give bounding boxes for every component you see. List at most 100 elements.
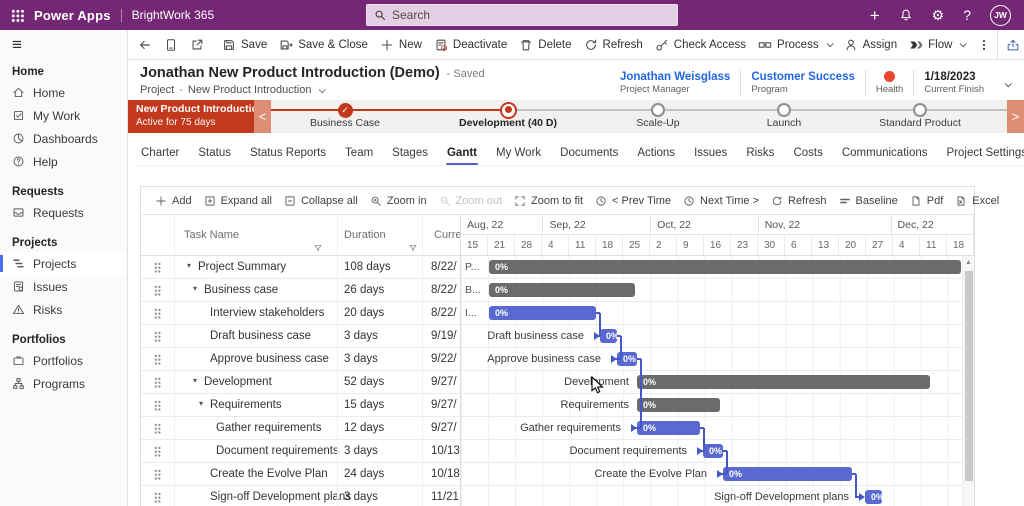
- active-stage-box[interactable]: New Product Introduction Active for 75 d…: [128, 100, 264, 133]
- cmd-check-access-button[interactable]: Check Access: [649, 30, 752, 59]
- cmd-process-button[interactable]: Process: [752, 30, 838, 59]
- task-row-gather-requirements[interactable]: Gather requirements 12 days 9/27/: [141, 417, 460, 440]
- drag-handle-icon[interactable]: [154, 446, 161, 457]
- cmd-assign-button[interactable]: Assign: [838, 30, 904, 59]
- tab-communications[interactable]: Communications: [841, 146, 928, 159]
- cmd-deactivate-button[interactable]: Deactivate: [428, 30, 513, 59]
- column-header-duration[interactable]: Duration: [344, 229, 386, 241]
- popout-icon[interactable]: [184, 30, 210, 59]
- stage-circle-development-40-d[interactable]: [499, 101, 517, 119]
- gantt-tool-collapse-all[interactable]: Collapse all: [278, 195, 364, 207]
- drag-handle-icon[interactable]: [154, 285, 161, 296]
- stage-circle-standard-product[interactable]: [913, 103, 927, 117]
- sidebar-item-dashboards[interactable]: Dashboards: [0, 127, 127, 150]
- tab-team[interactable]: Team: [345, 146, 374, 159]
- share-button[interactable]: Share: [997, 30, 1024, 59]
- hamburger-icon[interactable]: ≡: [12, 35, 22, 54]
- gantt-tool-expand-all[interactable]: Expand all: [198, 195, 278, 207]
- expander-icon[interactable]: ▾: [193, 376, 198, 385]
- task-row-create-the-evolve-plan[interactable]: Create the Evolve Plan 24 days 10/18: [141, 463, 460, 486]
- environment-name[interactable]: BrightWork 365: [131, 8, 215, 22]
- task-row-requirements[interactable]: ▾ Requirements 15 days 9/27/: [141, 394, 460, 417]
- waffle-icon[interactable]: [11, 8, 24, 22]
- sidebar-item-projects[interactable]: Projects: [0, 252, 127, 275]
- cmd-delete-button[interactable]: Delete: [513, 30, 577, 59]
- gantt-tool-prev-time[interactable]: < Prev Time: [589, 195, 677, 207]
- gantt-bar-gather-requirements[interactable]: 0%: [637, 421, 700, 435]
- new-record-icon[interactable]: +: [869, 5, 880, 25]
- gantt-bar-draft-business-case[interactable]: 0%: [600, 329, 617, 343]
- stage-label[interactable]: Scale-Up: [636, 117, 680, 129]
- record-type[interactable]: New Product Introduction: [187, 84, 312, 96]
- sidebar-item-risks[interactable]: Risks: [0, 298, 127, 321]
- search-box[interactable]: [366, 4, 678, 26]
- cmd-flow-button[interactable]: Flow: [903, 30, 971, 59]
- stage-circle-business-case[interactable]: ✓: [337, 102, 353, 118]
- program-link[interactable]: Customer Success: [751, 70, 855, 83]
- gantt-tool-refresh[interactable]: Refresh: [765, 195, 833, 207]
- drag-handle-icon[interactable]: [154, 331, 161, 342]
- task-row-document-requirements[interactable]: Document requirements 3 days 10/13: [141, 440, 460, 463]
- sidebar-item-help[interactable]: Help: [0, 150, 127, 173]
- stage-label[interactable]: Launch: [766, 117, 802, 129]
- task-row-interview-stakeholders[interactable]: Interview stakeholders 20 days 8/22/: [141, 302, 460, 325]
- stage-circle-launch[interactable]: [777, 103, 791, 117]
- task-row-sign-off-development-plans[interactable]: Sign-off Development plans 3 days 11/21: [141, 486, 460, 506]
- form-icon[interactable]: [158, 30, 184, 59]
- sidebar-item-home[interactable]: Home: [0, 81, 127, 104]
- scroll-up-arrow-icon[interactable]: ▲: [965, 259, 972, 266]
- sidebar-item-portfolios[interactable]: Portfolios: [0, 349, 127, 372]
- cmd-more-button[interactable]: [971, 30, 997, 59]
- cmd-save-close-button[interactable]: Save & Close: [273, 30, 374, 59]
- user-avatar[interactable]: JW: [990, 4, 1011, 26]
- gantt-tool-zoom-to-fit[interactable]: Zoom to fit: [508, 195, 589, 207]
- task-row-business-case[interactable]: ▾ Business case 26 days 8/22/: [141, 279, 460, 302]
- drag-handle-icon[interactable]: [154, 308, 161, 319]
- back-button[interactable]: [132, 30, 158, 59]
- column-header-task-name[interactable]: Task Name: [184, 229, 240, 241]
- gantt-bar-approve-business-case[interactable]: 0%: [617, 352, 637, 366]
- search-input[interactable]: [392, 8, 670, 22]
- cmd-new-button[interactable]: New: [374, 30, 428, 59]
- drag-handle-icon[interactable]: [154, 469, 161, 480]
- gantt-bar-sign-off-development-plans[interactable]: 0%: [865, 490, 882, 504]
- project-manager-link[interactable]: Jonathan Weisglass: [619, 70, 731, 83]
- task-row-draft-business-case[interactable]: Draft business case 3 days 9/19/: [141, 325, 460, 348]
- gantt-tool-excel[interactable]: Excel: [949, 195, 1005, 207]
- tab-stages[interactable]: Stages: [392, 146, 428, 159]
- sidebar-item-programs[interactable]: Programs: [0, 372, 127, 395]
- program-field[interactable]: Customer Success Program: [751, 70, 855, 95]
- gantt-vertical-scrollbar[interactable]: ▲: [962, 256, 974, 506]
- gantt-bar-create-the-evolve-plan[interactable]: 0%: [723, 467, 852, 481]
- collapse-header-chevron[interactable]: [994, 74, 1012, 92]
- stage-scroll-left[interactable]: <: [254, 100, 271, 133]
- gantt-bar-document-requirements[interactable]: 0%: [703, 444, 723, 458]
- drag-handle-icon[interactable]: [154, 400, 161, 411]
- drag-handle-icon[interactable]: [154, 492, 161, 503]
- tab-gantt[interactable]: Gantt: [444, 140, 480, 165]
- sidebar-item-requests[interactable]: Requests: [0, 201, 127, 224]
- drag-handle-icon[interactable]: [154, 262, 161, 273]
- scrollbar-thumb[interactable]: [964, 271, 973, 481]
- tab-costs[interactable]: Costs: [793, 146, 823, 159]
- expander-icon[interactable]: ▾: [193, 284, 198, 293]
- drag-handle-icon[interactable]: [154, 423, 161, 434]
- column-header-curren[interactable]: Curren: [434, 229, 461, 241]
- tab-status[interactable]: Status: [198, 146, 231, 159]
- gantt-tool-pdf[interactable]: Pdf: [904, 195, 950, 207]
- notifications-bell-icon[interactable]: [899, 8, 913, 22]
- help-question-icon[interactable]: ?: [963, 7, 971, 23]
- project-manager-field[interactable]: Jonathan Weisglass Project Manager: [619, 70, 731, 95]
- sidebar-item-my-work[interactable]: My Work: [0, 104, 127, 127]
- tab-charter[interactable]: Charter: [141, 146, 180, 159]
- stage-label[interactable]: Development (40 D): [458, 117, 558, 129]
- stage-label[interactable]: Business Case: [309, 117, 381, 129]
- gantt-tool-add[interactable]: Add: [149, 195, 198, 207]
- stage-circle-scale-up[interactable]: [651, 103, 665, 117]
- tab-issues[interactable]: Issues: [694, 146, 728, 159]
- task-row-project-summary[interactable]: ▾ Project Summary 108 days 8/22/: [141, 256, 460, 279]
- expander-icon[interactable]: ▾: [199, 399, 204, 408]
- tab-project-settings[interactable]: Project Settings: [946, 146, 1024, 159]
- cmd-refresh-button[interactable]: Refresh: [578, 30, 649, 59]
- task-row-approve-business-case[interactable]: Approve business case 3 days 9/22/: [141, 348, 460, 371]
